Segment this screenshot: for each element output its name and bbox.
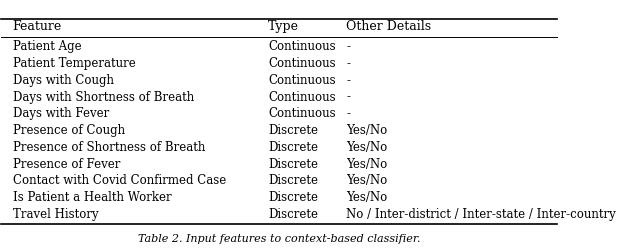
Text: Days with Fever: Days with Fever xyxy=(13,107,109,120)
Text: Yes/No: Yes/No xyxy=(346,174,387,187)
Text: Presence of Cough: Presence of Cough xyxy=(13,124,125,137)
Text: Presence of Shortness of Breath: Presence of Shortness of Breath xyxy=(13,141,205,154)
Text: Discrete: Discrete xyxy=(268,208,318,221)
Text: Yes/No: Yes/No xyxy=(346,124,387,137)
Text: Continuous: Continuous xyxy=(268,90,336,104)
Text: Discrete: Discrete xyxy=(268,124,318,137)
Text: Continuous: Continuous xyxy=(268,57,336,70)
Text: Yes/No: Yes/No xyxy=(346,141,387,154)
Text: Contact with Covid Confirmed Case: Contact with Covid Confirmed Case xyxy=(13,174,226,187)
Text: Type: Type xyxy=(268,20,300,33)
Text: -: - xyxy=(346,74,350,87)
Text: Discrete: Discrete xyxy=(268,174,318,187)
Text: Table 2. Input features to context-based classifier.: Table 2. Input features to context-based… xyxy=(138,234,420,244)
Text: Continuous: Continuous xyxy=(268,40,336,53)
Text: Feature: Feature xyxy=(13,20,61,33)
Text: Yes/No: Yes/No xyxy=(346,158,387,170)
Text: -: - xyxy=(346,90,350,104)
Text: Presence of Fever: Presence of Fever xyxy=(13,158,120,170)
Text: Days with Cough: Days with Cough xyxy=(13,74,113,87)
Text: No / Inter-district / Inter-state / Inter-country: No / Inter-district / Inter-state / Inte… xyxy=(346,208,616,221)
Text: -: - xyxy=(346,107,350,120)
Text: -: - xyxy=(346,57,350,70)
Text: Is Patient a Health Worker: Is Patient a Health Worker xyxy=(13,191,171,204)
Text: Other Details: Other Details xyxy=(346,20,431,33)
Text: Discrete: Discrete xyxy=(268,191,318,204)
Text: Patient Age: Patient Age xyxy=(13,40,81,53)
Text: -: - xyxy=(346,40,350,53)
Text: Discrete: Discrete xyxy=(268,141,318,154)
Text: Patient Temperature: Patient Temperature xyxy=(13,57,135,70)
Text: Travel History: Travel History xyxy=(13,208,98,221)
Text: Yes/No: Yes/No xyxy=(346,191,387,204)
Text: Continuous: Continuous xyxy=(268,74,336,87)
Text: Discrete: Discrete xyxy=(268,158,318,170)
Text: Days with Shortness of Breath: Days with Shortness of Breath xyxy=(13,90,194,104)
Text: Continuous: Continuous xyxy=(268,107,336,120)
